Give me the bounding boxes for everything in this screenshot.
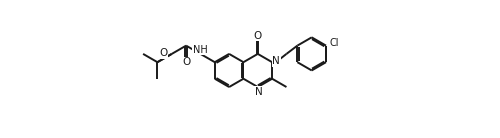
Text: O: O: [160, 48, 168, 58]
Text: O: O: [254, 31, 262, 41]
Text: O: O: [182, 57, 190, 67]
Text: N: N: [254, 87, 262, 97]
Text: N: N: [272, 56, 280, 66]
Text: Cl: Cl: [330, 38, 340, 48]
Text: NH: NH: [192, 45, 208, 55]
